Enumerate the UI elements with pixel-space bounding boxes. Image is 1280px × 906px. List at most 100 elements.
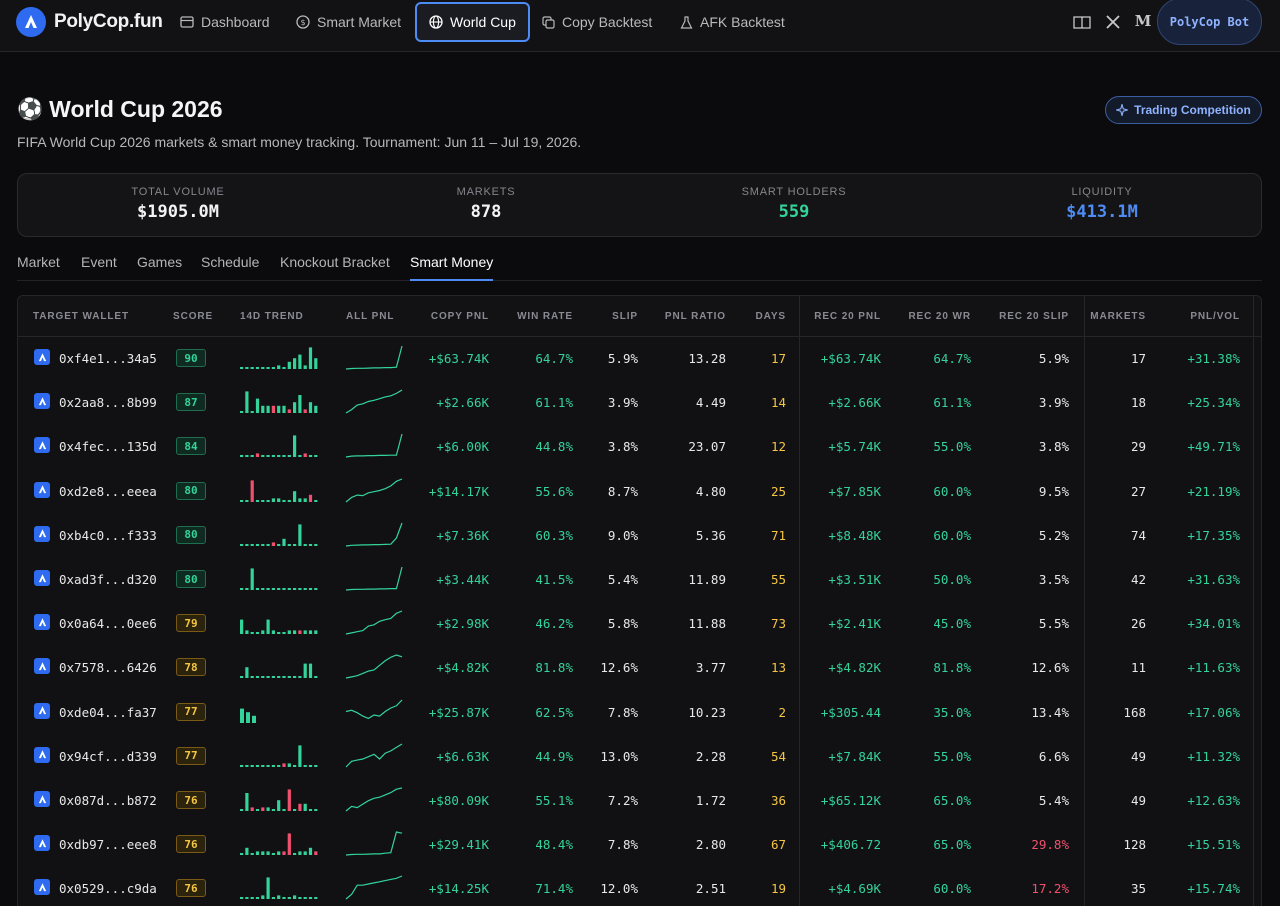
wallet-address[interactable]: 0xde04...fa37	[59, 704, 157, 720]
table-row[interactable]: 0xf4e1...34a5 90 +$63.74K 64.7% 5.9% 13.28 17 +…	[18, 337, 1261, 381]
col-pnl-ratio[interactable]: PNL RATIO	[664, 311, 726, 322]
tab-schedule[interactable]: Schedule	[201, 254, 260, 270]
wallet-address[interactable]: 0x4fec...135d	[59, 439, 157, 455]
nav-world-cup[interactable]: World Cup	[415, 2, 530, 42]
table-row[interactable]: 0x7578...6426 78 +$4.82K 81.8% 12.6% 3.77 13 +$…	[18, 646, 1261, 690]
table-row[interactable]: 0xd2e8...eeea 80 +$14.17K 55.6% 8.7% 4.80 25 +$…	[18, 470, 1261, 514]
wallet-address[interactable]: 0x0a64...0ee6	[59, 616, 157, 632]
wallet-address[interactable]: 0x94cf...d339	[59, 748, 157, 764]
stat-markets: MARKETS 878	[366, 186, 606, 222]
trend-bar	[266, 543, 270, 546]
table-row[interactable]: 0x2aa8...8b99 87 +$2.66K 61.1% 3.9% 4.49 14 +$2…	[18, 381, 1261, 425]
trend-bar	[271, 367, 275, 369]
nav-copy-backtest[interactable]: Copy Backtest	[530, 4, 664, 40]
tab-market[interactable]: Market	[17, 254, 60, 270]
col-score[interactable]: SCORE	[173, 311, 214, 322]
logo-icon	[16, 7, 46, 37]
wallet-address[interactable]: 0xf4e1...34a5	[59, 351, 157, 366]
table-row[interactable]: 0x087d...b872 76 +$80.09K 55.1% 7.2% 1.72 36 +$…	[18, 779, 1261, 823]
score-badge: 77	[176, 746, 206, 765]
col-win-rate[interactable]: WIN RATE	[517, 311, 573, 322]
markets-cell: 74	[1130, 527, 1146, 543]
col-markets[interactable]: MARKETS	[1090, 311, 1146, 322]
slip-cell: 7.2%	[607, 793, 638, 808]
trend-bar	[252, 715, 256, 723]
trend-bar	[255, 764, 260, 767]
wallet-address[interactable]: 0xdb97...eee8	[59, 837, 157, 853]
col-days[interactable]: DAYS	[755, 311, 786, 322]
col-14d-trend[interactable]: 14D TREND	[240, 311, 304, 322]
trend-bar	[261, 851, 265, 856]
trend-bar	[261, 588, 265, 590]
medium-icon[interactable]: M	[1134, 12, 1152, 30]
nav-smart-market[interactable]: $ Smart Market	[284, 4, 413, 40]
wallet-address[interactable]: 0x2aa8...8b99	[59, 395, 157, 411]
wallet-address[interactable]: 0x0529...c9da	[59, 881, 157, 897]
table-row[interactable]: 0xad3f...d320 80 +$3.44K 41.5% 5.4% 11.89 55 +$…	[18, 558, 1261, 602]
col-rec20-pnl[interactable]: REC 20 PNL	[814, 311, 881, 322]
trend-bar	[250, 632, 254, 635]
tab-smart-money[interactable]: Smart Money	[410, 254, 494, 281]
trend-bar	[293, 490, 297, 502]
col-copy-pnl[interactable]: COPY PNL	[430, 311, 489, 322]
trend-bar	[293, 402, 297, 414]
trend-bar	[261, 543, 265, 546]
trend-bar	[303, 453, 307, 458]
wallet-address[interactable]: 0xb4c0...f333	[59, 527, 157, 543]
col-rec20-slip[interactable]: REC 20 SLIP	[999, 311, 1069, 322]
trend-bar	[298, 897, 302, 900]
trend-bar	[240, 543, 244, 546]
table-row[interactable]: 0x94cf...d339 77 +$6.63K 44.9% 13.0% 2.28 54 +$…	[18, 735, 1261, 779]
trend-bar	[277, 851, 281, 856]
trend-bar	[314, 588, 318, 590]
pnl-vol-cell: +21.19%	[1187, 483, 1240, 499]
tab-event[interactable]: Event	[81, 254, 117, 270]
nav-dashboard[interactable]: Dashboard	[168, 4, 282, 40]
book-icon[interactable]	[1072, 12, 1092, 32]
trading-competition-button[interactable]: Trading Competition	[1105, 96, 1262, 124]
table-row[interactable]: 0x0a64...0ee6 79 +$2.98K 46.2% 5.8% 11.88 73 +$…	[18, 602, 1261, 646]
table-row[interactable]: 0x0529...c9da 76 +$14.25K 71.4% 12.0% 2.51 19 +…	[18, 867, 1261, 906]
trend-bar	[303, 851, 307, 856]
col-slip[interactable]: SLIP	[612, 311, 638, 322]
table-row[interactable]: 0xb4c0...f333 80 +$7.36K 60.3% 9.0% 5.36 71 +$8…	[18, 514, 1261, 558]
wallet-address[interactable]: 0x7578...6426	[59, 660, 157, 676]
rec20-slip-cell: 3.5%	[1038, 572, 1069, 587]
days-cell: 2	[778, 704, 786, 720]
table-row[interactable]: 0xde04...fa37 77 +$25.87K 62.5% 7.8% 10.23 2 +$…	[18, 691, 1261, 735]
copy-icon	[542, 15, 555, 29]
rec20-pnl-cell: +$305.44	[820, 704, 881, 720]
wallet-address[interactable]: 0xd2e8...eeea	[59, 483, 157, 499]
table-row[interactable]: 0x4fec...135d 84 +$6.00K 44.8% 3.8% 23.07 12 +$…	[18, 425, 1261, 469]
tab-knockout-bracket[interactable]: Knockout Bracket	[280, 254, 390, 270]
wallet-address[interactable]: 0x087d...b872	[59, 793, 157, 808]
trend-bar	[308, 809, 313, 811]
wallet-avatar-icon	[34, 658, 50, 675]
trend-bar	[240, 367, 244, 369]
trend-bar	[282, 676, 286, 679]
tab-games[interactable]: Games	[137, 254, 183, 270]
trend-bar	[303, 630, 307, 635]
trend-bar	[245, 667, 249, 679]
trend-bar	[314, 897, 318, 900]
polycop-bot-button[interactable]: PolyCop Bot	[1157, 0, 1262, 45]
trend-bar	[314, 543, 318, 546]
svg-text:$: $	[300, 18, 305, 27]
trend-bar	[240, 411, 244, 414]
x-twitter-icon[interactable]	[1103, 12, 1123, 32]
trend-sparkline	[240, 877, 318, 900]
col-target-wallet[interactable]: TARGET WALLET	[33, 311, 129, 322]
col-all-pnl[interactable]: ALL PNL	[346, 311, 395, 322]
score-badge: 84	[176, 437, 206, 456]
rec20-wr-cell: 35.0%	[933, 704, 971, 720]
nav-afk-backtest[interactable]: AFK Backtest	[668, 4, 797, 40]
brand-logo[interactable]: PolyCop.fun	[16, 7, 163, 37]
wallet-address[interactable]: 0xad3f...d320	[59, 572, 157, 587]
col-pnl-vol[interactable]: PNL/VOL	[1190, 311, 1240, 322]
pnl-vol-cell: +17.35%	[1187, 527, 1240, 543]
pnl-line	[345, 566, 403, 591]
trend-bar	[245, 793, 249, 811]
col-rec20-wr[interactable]: REC 20 WR	[908, 311, 971, 322]
trend-bar	[308, 847, 313, 856]
table-row[interactable]: 0xdb97...eee8 76 +$29.41K 48.4% 7.8% 2.80 67 +$…	[18, 823, 1261, 867]
